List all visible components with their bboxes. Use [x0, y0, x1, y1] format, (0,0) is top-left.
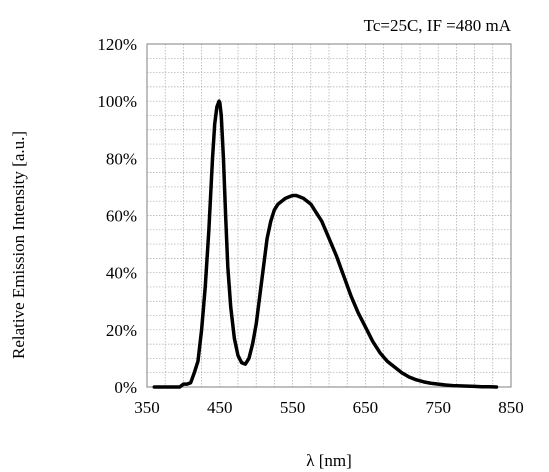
plot-area [146, 43, 512, 388]
series-line-1 [152, 99, 499, 389]
y-tick-label: 120% [97, 35, 137, 54]
y-tick-label: 20% [106, 321, 137, 340]
x-tick-label: 850 [498, 398, 524, 417]
y-tick-label: 60% [106, 207, 137, 226]
x-tick-label: 350 [134, 398, 160, 417]
chart-title: Tc=25C, IF =480 mA [364, 16, 512, 35]
y-axis: 0% 20% 40% 60% 80% 100% 120% [97, 35, 137, 397]
x-tick-label: 650 [353, 398, 379, 417]
y-tick-label: 80% [106, 149, 137, 168]
x-axis: 350 450 550 650 750 850 [134, 398, 524, 417]
y-tick-label: 100% [97, 92, 137, 111]
series-layer [152, 99, 499, 389]
x-tick-label: 750 [425, 398, 451, 417]
y-axis-label: Relative Emission Intensity [a.u.] [9, 131, 28, 359]
grid [146, 43, 512, 388]
x-tick-label: 550 [280, 398, 306, 417]
x-axis-label: λ [nm] [306, 451, 352, 470]
y-tick-label: 40% [106, 264, 137, 283]
x-tick-label: 450 [207, 398, 233, 417]
y-tick-label: 0% [114, 378, 137, 397]
